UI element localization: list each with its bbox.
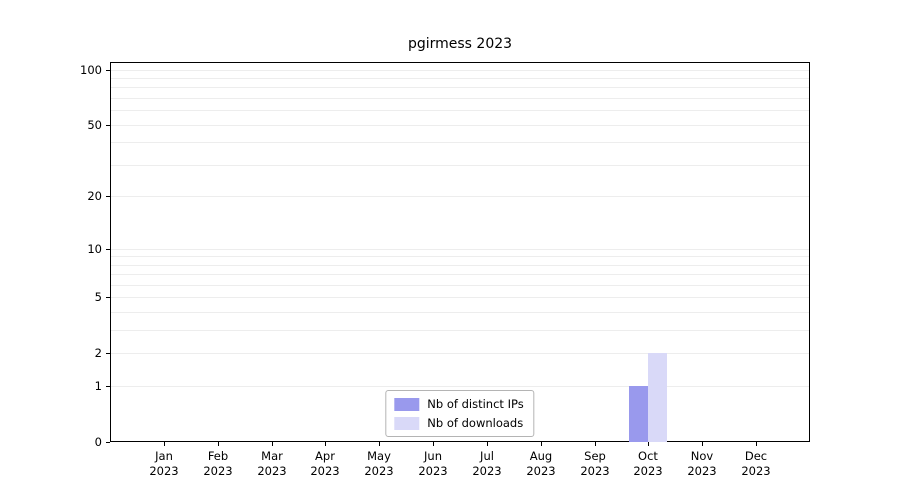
x-tick-mark (648, 442, 649, 446)
month-label: Jul (480, 449, 494, 463)
x-tick-mark (164, 442, 165, 446)
chart-legend: Nb of distinct IPs Nb of downloads (385, 390, 535, 437)
y-tick-label: 1 (94, 379, 102, 393)
x-tick-mark (272, 442, 273, 446)
x-tick-label: Sep 2023 (565, 449, 625, 479)
year-label: 2023 (472, 464, 502, 478)
legend-label-downloads: Nb of downloads (427, 416, 524, 430)
y-tick-label: 5 (94, 290, 102, 304)
year-label: 2023 (257, 464, 287, 478)
month-label: Nov (690, 449, 714, 463)
month-label: Mar (261, 449, 283, 463)
legend-item-downloads: Nb of downloads (394, 416, 523, 430)
x-tick-mark (325, 442, 326, 446)
month-label: Jan (155, 449, 173, 463)
year-label: 2023 (741, 464, 771, 478)
year-label: 2023 (687, 464, 717, 478)
legend-label-distinct-ips: Nb of distinct IPs (427, 397, 524, 411)
x-tick-label: Jan 2023 (134, 449, 194, 479)
y-tick-label: 10 (87, 242, 102, 256)
year-label: 2023 (580, 464, 610, 478)
year-label: 2023 (149, 464, 179, 478)
x-tick-label: Feb 2023 (188, 449, 248, 479)
month-label: Aug (529, 449, 553, 463)
legend-swatch-distinct-ips (394, 397, 420, 411)
y-tick-mark (106, 442, 110, 443)
month-label: Dec (744, 449, 768, 463)
x-tick-mark (487, 442, 488, 446)
x-tick-label: Mar 2023 (242, 449, 302, 479)
x-tick-label: May 2023 (349, 449, 409, 479)
y-tick-label: 0 (94, 435, 102, 449)
month-label: Sep (584, 449, 606, 463)
year-label: 2023 (526, 464, 556, 478)
chart-title: pgirmess 2023 (407, 36, 513, 52)
x-tick-label: Nov 2023 (672, 449, 732, 479)
x-tick-label: Aug 2023 (511, 449, 571, 479)
y-tick-label: 50 (87, 118, 102, 132)
year-label: 2023 (418, 464, 448, 478)
x-tick-label: Jul 2023 (457, 449, 517, 479)
year-label: 2023 (364, 464, 394, 478)
y-tick-label: 100 (80, 63, 102, 77)
month-label: Oct (638, 449, 658, 463)
legend-item-distinct-ips: Nb of distinct IPs (394, 397, 524, 411)
x-tick-mark (379, 442, 380, 446)
x-tick-mark (218, 442, 219, 446)
month-label: Feb (207, 449, 229, 463)
legend-swatch-downloads (394, 416, 420, 430)
year-label: 2023 (310, 464, 340, 478)
x-tick-mark (541, 442, 542, 446)
month-label: Jun (424, 449, 442, 463)
x-tick-label: Jun 2023 (403, 449, 463, 479)
x-tick-mark (756, 442, 757, 446)
plot-area (110, 62, 810, 442)
y-tick-label: 2 (94, 346, 102, 360)
year-label: 2023 (203, 464, 233, 478)
x-tick-label: Dec 2023 (726, 449, 786, 479)
x-tick-mark (433, 442, 434, 446)
x-tick-label: Oct 2023 (618, 449, 678, 479)
x-tick-label: Apr 2023 (295, 449, 355, 479)
y-tick-label: 20 (87, 189, 102, 203)
x-tick-mark (595, 442, 596, 446)
x-tick-mark (702, 442, 703, 446)
year-label: 2023 (633, 464, 663, 478)
month-label: May (367, 449, 391, 463)
month-label: Apr (315, 449, 335, 463)
